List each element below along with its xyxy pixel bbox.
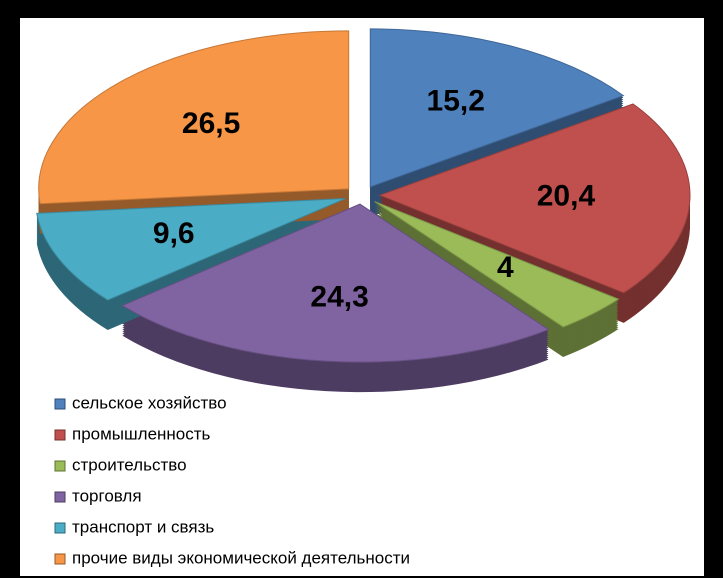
slice: [36, 198, 346, 301]
legend-label: промышленность: [72, 424, 211, 443]
legend-swatch: [54, 491, 66, 503]
slice: [121, 203, 550, 363]
legend-swatch: [54, 429, 66, 441]
legend-swatch: [54, 398, 66, 410]
slice: [378, 103, 691, 294]
legend-swatch: [54, 460, 66, 472]
data-label: 15,2: [427, 85, 485, 118]
legend-label: прочие виды экономической деятельности: [72, 548, 410, 567]
slice: [374, 201, 620, 328]
data-label: 9,6: [153, 217, 195, 250]
legend-swatch: [54, 553, 66, 565]
data-label: 26,5: [182, 107, 240, 140]
data-label: 20,4: [537, 180, 596, 213]
legend-swatch: [54, 522, 66, 534]
slice: [38, 30, 350, 205]
legend-label: сельское хозяйство: [72, 393, 227, 412]
data-label: 4: [497, 251, 514, 284]
legend-label: строительство: [72, 455, 187, 474]
slice: [369, 28, 625, 188]
legend-label: торговля: [72, 486, 142, 505]
legend-label: транспорт и связь: [72, 517, 214, 536]
data-label: 24,3: [310, 280, 368, 313]
